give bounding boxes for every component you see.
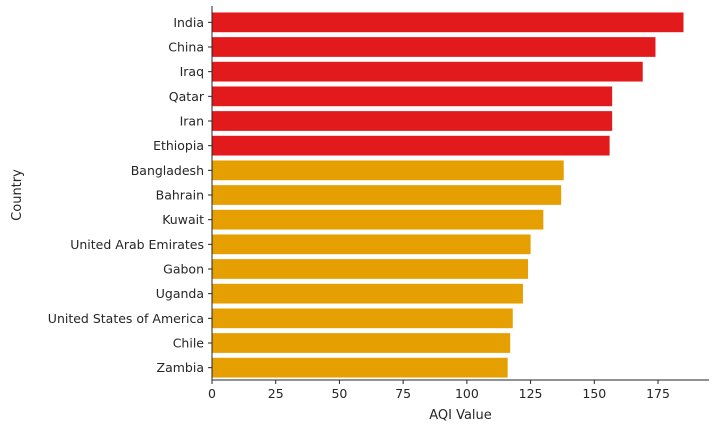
x-tick-label: 175 [646,386,670,401]
y-tick-label: Iran [180,114,204,129]
y-tick-label: India [173,15,204,30]
category-labels: India China Iraq Qatar Iran Ethiopia Banglades… [48,15,212,375]
bar-bangladesh [212,160,564,181]
bar-iran [212,111,613,131]
bar-united-arab-emirates [212,234,531,255]
x-tick-label: 75 [395,386,411,401]
y-tick-label: Bangladesh [131,163,204,178]
bar-zambia [212,357,508,378]
x-tick-label: 25 [268,386,284,401]
bar-china [212,37,656,57]
y-tick-label: Qatar [169,89,205,104]
bar-chile [212,333,511,353]
bars-group [212,12,684,378]
x-tick-label: 150 [582,386,606,401]
y-tick-label: Chile [173,336,205,351]
bar-iraq [212,61,643,82]
y-tick-label: Kuwait [162,212,204,227]
bar-united-states-of-america [212,308,513,329]
bar-gabon [212,259,529,279]
x-axis-ticks: 0 25 50 75 100 125 150 175 [208,380,670,401]
x-tick-label: 0 [208,386,216,401]
x-tick-label: 50 [331,386,347,401]
y-tick-label: Bahrain [156,188,204,203]
bar-qatar [212,86,613,107]
x-tick-label: 125 [519,386,543,401]
x-axis-label: AQI Value [429,408,492,423]
bar-bahrain [212,185,562,205]
y-tick-label: United States of America [48,311,204,326]
y-tick-label: Iraq [180,64,204,79]
bar-kuwait [212,209,544,230]
bar-uganda [212,283,523,304]
x-tick-label: 100 [455,386,479,401]
y-tick-label: United Arab Emirates [70,237,204,252]
bar-india [212,12,684,33]
y-tick-label: China [168,40,204,55]
bar-ethiopia [212,135,610,156]
y-tick-label: Gabon [163,262,204,277]
y-axis-label: Country [10,169,25,221]
y-tick-label: Uganda [156,286,204,301]
y-tick-label: Zambia [157,360,204,375]
y-tick-label: Ethiopia [153,138,204,153]
